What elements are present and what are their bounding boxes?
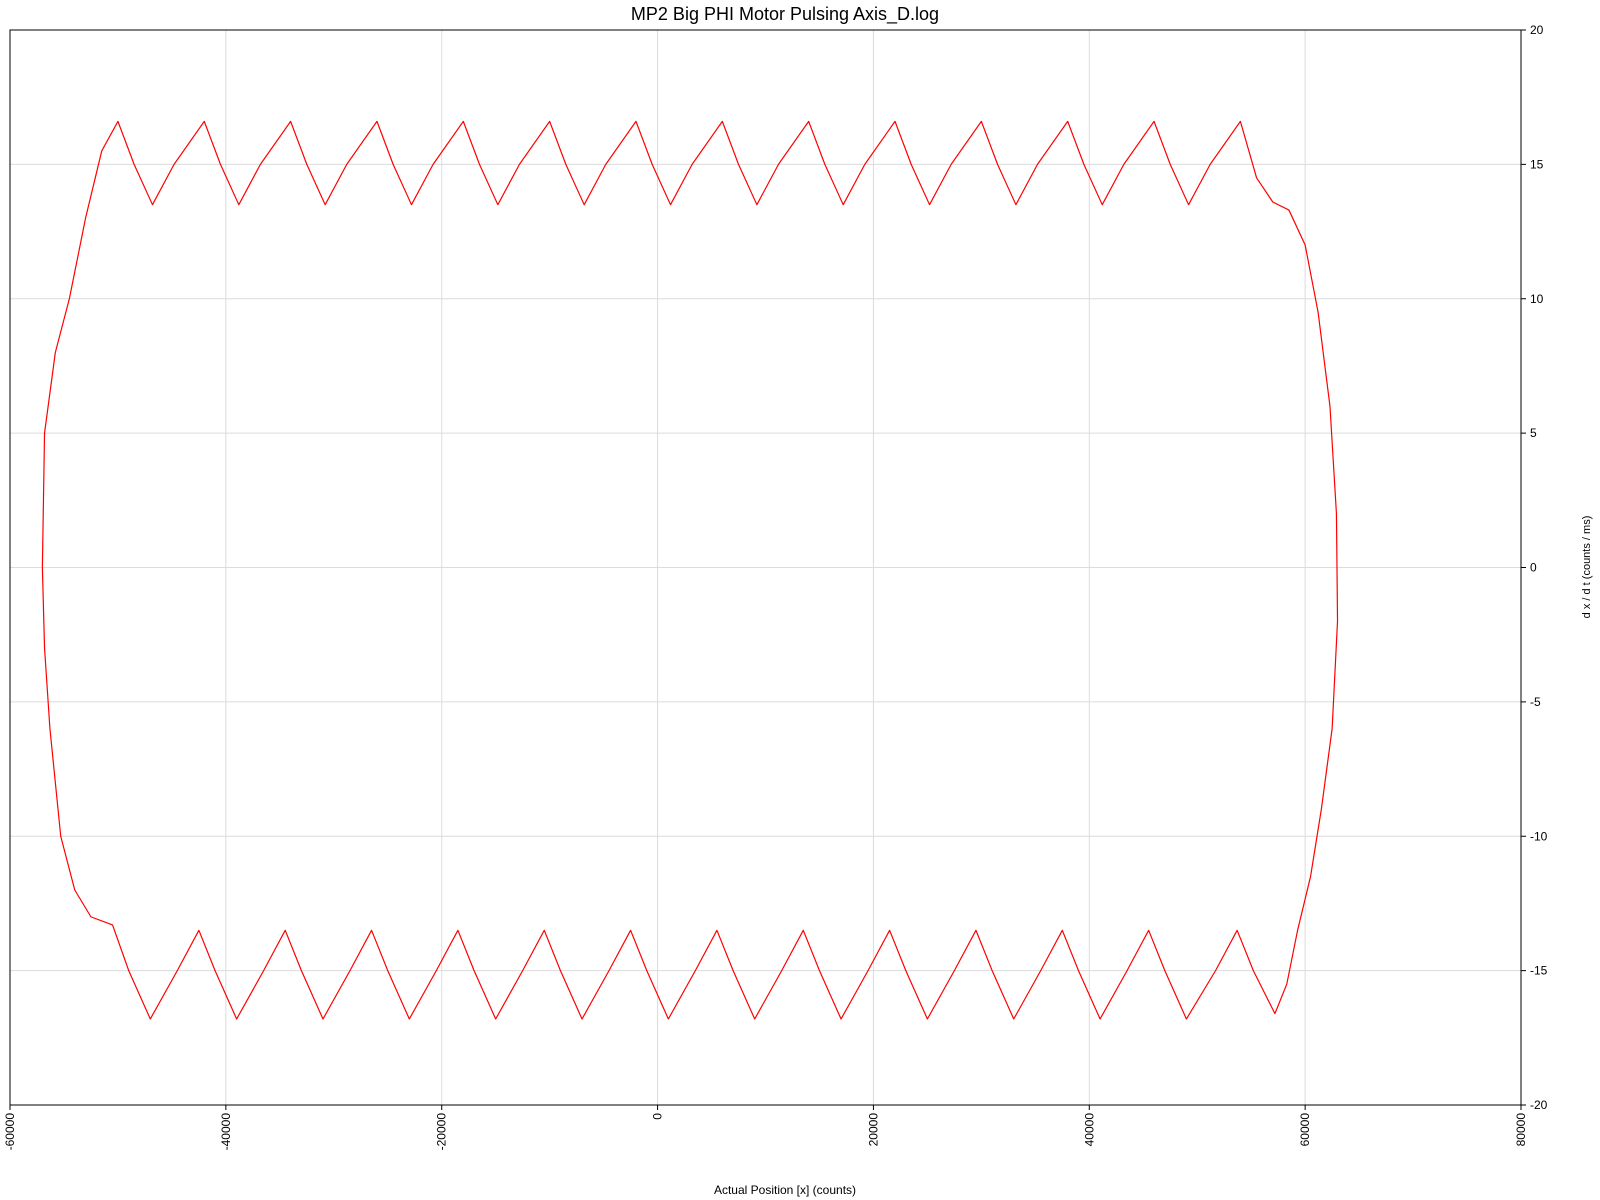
y-tick-label: -20	[1530, 1098, 1548, 1112]
x-tick-label: -60000	[3, 1113, 17, 1151]
x-tick-label: 20000	[866, 1113, 880, 1147]
y-tick-label: -5	[1530, 695, 1541, 709]
x-tick-label: 0	[651, 1113, 665, 1120]
y-tick-label: 15	[1530, 157, 1544, 171]
data-line	[41, 120, 1339, 1020]
y-tick-label: 0	[1530, 561, 1537, 575]
y-tick-label: 10	[1530, 292, 1544, 306]
y-tick-label: 5	[1530, 426, 1537, 440]
y-tick-label: -15	[1530, 964, 1548, 978]
x-tick-label: -20000	[435, 1113, 449, 1151]
x-axis-label: Actual Position [x] (counts)	[714, 1183, 856, 1197]
chart-title: MP2 Big PHI Motor Pulsing Axis_D.log	[631, 4, 939, 25]
x-tick-label: 80000	[1514, 1113, 1528, 1147]
plot-frame	[9, 29, 1522, 1106]
y-tick-label: 20	[1530, 23, 1544, 37]
y-axis-label: d x / d t (counts / ms)	[1581, 516, 1593, 619]
x-tick-label: 60000	[1298, 1113, 1312, 1147]
x-tick-label: 40000	[1082, 1113, 1096, 1147]
x-tick-label: -40000	[219, 1113, 233, 1151]
y-tick-label: -10	[1530, 829, 1548, 843]
